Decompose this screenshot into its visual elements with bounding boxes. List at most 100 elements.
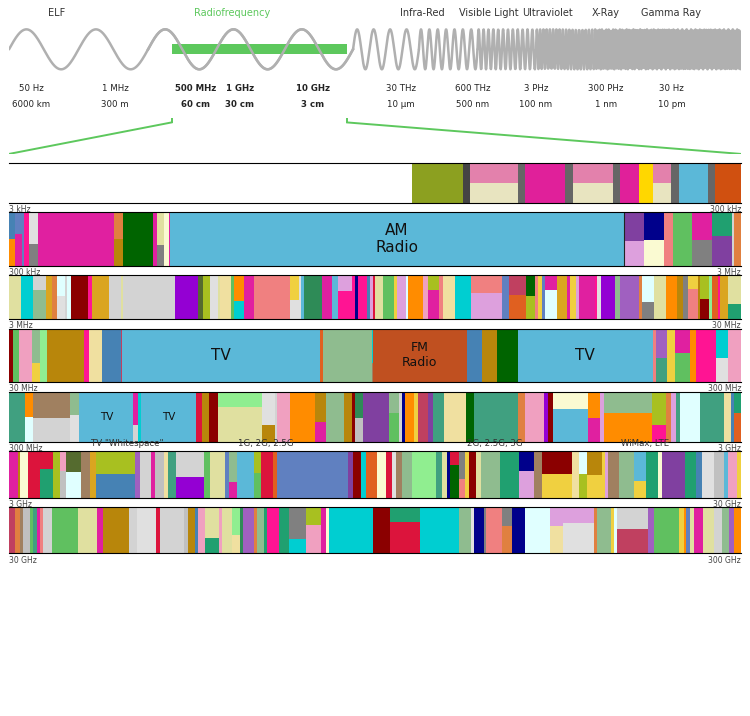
- Bar: [29, 212, 38, 266]
- Bar: [373, 329, 466, 382]
- Text: 300 MHz: 300 MHz: [707, 384, 741, 394]
- Text: 2G, 2.5G, 3G: 2G, 2.5G, 3G: [467, 439, 523, 448]
- Bar: [260, 451, 273, 498]
- Bar: [690, 507, 694, 553]
- Bar: [579, 163, 584, 203]
- Bar: [734, 163, 739, 203]
- Bar: [323, 329, 372, 382]
- Bar: [518, 329, 653, 382]
- Bar: [564, 187, 574, 203]
- Bar: [9, 392, 25, 442]
- Bar: [686, 451, 696, 498]
- Text: 6000 km: 6000 km: [12, 100, 50, 110]
- Bar: [205, 507, 219, 553]
- Bar: [164, 451, 168, 498]
- Bar: [386, 329, 388, 382]
- Bar: [692, 240, 712, 266]
- Bar: [388, 163, 394, 203]
- Bar: [290, 275, 299, 319]
- Bar: [458, 451, 465, 498]
- Bar: [157, 212, 164, 266]
- Bar: [74, 163, 76, 203]
- Bar: [79, 507, 97, 553]
- Bar: [680, 163, 683, 203]
- Bar: [388, 451, 392, 498]
- Bar: [40, 329, 47, 382]
- Bar: [289, 163, 295, 203]
- Bar: [666, 275, 677, 319]
- Bar: [338, 163, 341, 203]
- Bar: [619, 451, 634, 498]
- Text: 300 m: 300 m: [101, 100, 129, 110]
- Bar: [356, 275, 358, 319]
- Bar: [562, 241, 568, 266]
- Bar: [709, 275, 712, 319]
- Bar: [568, 212, 595, 266]
- Bar: [488, 163, 491, 203]
- Bar: [13, 329, 20, 382]
- Bar: [87, 163, 99, 203]
- Text: 300 MHz: 300 MHz: [9, 444, 43, 453]
- Bar: [20, 451, 28, 498]
- Bar: [178, 212, 195, 266]
- Bar: [688, 275, 698, 319]
- Bar: [476, 451, 481, 498]
- Bar: [418, 392, 428, 442]
- Bar: [202, 392, 209, 442]
- Bar: [392, 451, 396, 498]
- Bar: [692, 212, 712, 266]
- Bar: [203, 329, 206, 382]
- Bar: [500, 451, 519, 498]
- Bar: [576, 275, 579, 319]
- Bar: [306, 525, 321, 553]
- Bar: [284, 212, 293, 266]
- Bar: [501, 163, 503, 203]
- Bar: [358, 275, 367, 319]
- Bar: [669, 163, 673, 203]
- Bar: [390, 522, 419, 553]
- Bar: [644, 353, 650, 382]
- Text: 30 Hz: 30 Hz: [659, 84, 684, 93]
- Text: 600 THz: 600 THz: [454, 84, 490, 93]
- Bar: [278, 521, 290, 553]
- Bar: [412, 451, 436, 498]
- Bar: [366, 163, 370, 203]
- Bar: [320, 163, 325, 203]
- Bar: [562, 523, 595, 553]
- Bar: [620, 275, 639, 319]
- Bar: [332, 275, 338, 319]
- Bar: [375, 163, 388, 203]
- Bar: [427, 290, 439, 319]
- Bar: [264, 507, 267, 553]
- Bar: [52, 507, 79, 553]
- Bar: [352, 275, 356, 319]
- Bar: [688, 289, 698, 319]
- Bar: [326, 392, 344, 442]
- Bar: [664, 212, 673, 266]
- Bar: [542, 474, 572, 498]
- Bar: [57, 275, 64, 319]
- Bar: [9, 239, 15, 266]
- Bar: [325, 163, 332, 203]
- Bar: [160, 507, 184, 553]
- Bar: [34, 418, 70, 442]
- Text: TV: TV: [162, 412, 176, 422]
- Bar: [388, 329, 392, 382]
- Bar: [254, 275, 290, 319]
- Bar: [567, 275, 571, 319]
- Bar: [414, 392, 418, 442]
- Bar: [512, 212, 520, 266]
- Bar: [392, 329, 394, 382]
- Text: 10 GHz: 10 GHz: [296, 84, 330, 93]
- Bar: [218, 275, 220, 319]
- Bar: [402, 451, 412, 498]
- Bar: [178, 163, 183, 203]
- Bar: [9, 163, 412, 203]
- Bar: [176, 477, 204, 498]
- Bar: [372, 363, 386, 382]
- Bar: [703, 451, 714, 498]
- Bar: [176, 163, 178, 203]
- Bar: [683, 163, 689, 203]
- Bar: [292, 329, 323, 382]
- Bar: [205, 538, 219, 553]
